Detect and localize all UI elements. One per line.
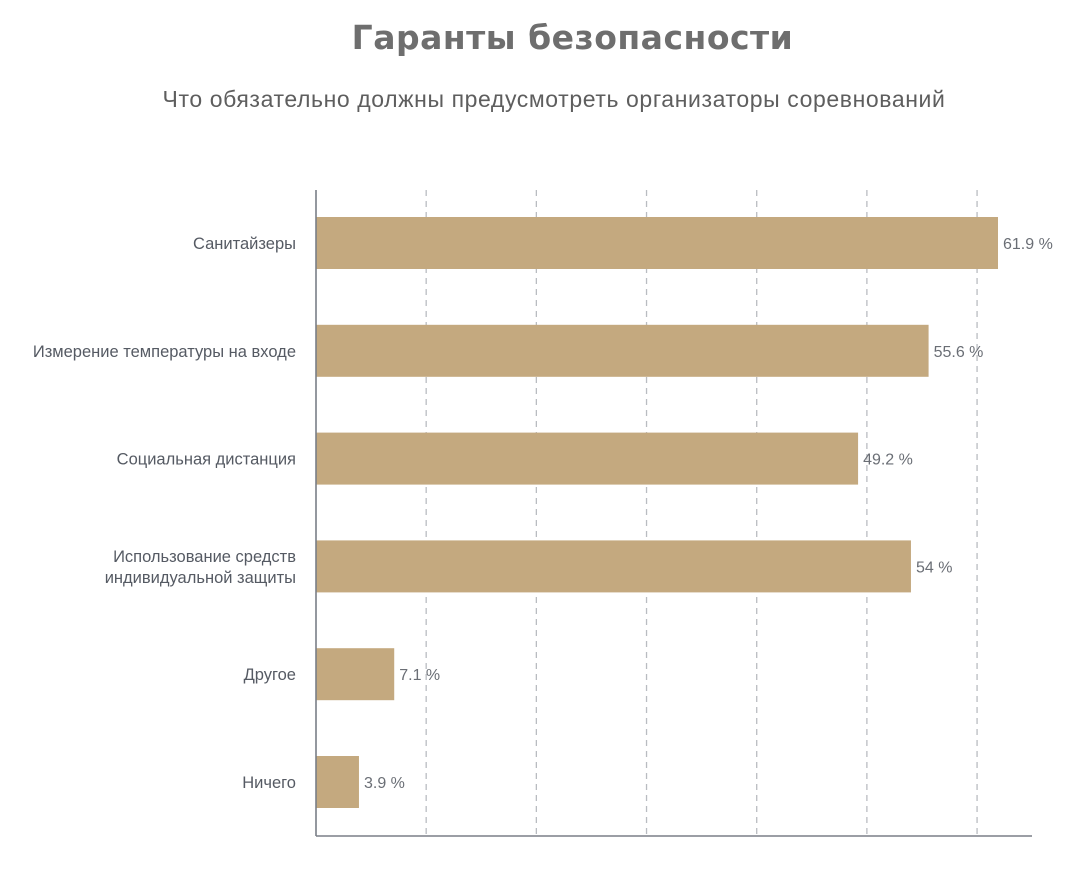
bar-1 [316,324,929,377]
value-label-2: 49.2 % [863,452,913,469]
value-label-4: 7.1 % [399,667,440,684]
chart-title: Гаранты безопасности [351,18,794,57]
value-label-3: 54 % [916,559,952,576]
bar-2 [316,432,859,485]
category-label-5: Ничего [242,774,296,792]
bar-4 [316,648,395,701]
chart-subtitle: Что обязательно должны предусмотреть орг… [162,86,946,112]
category-label-3-1: индивидуальной защиты [105,569,296,587]
value-label-1: 55.6 % [934,344,984,361]
value-label-5: 3.9 % [364,775,405,792]
bar-3 [316,540,911,593]
category-label-3-0: Использование средств [113,548,296,566]
category-labels: Санитайзеры Измерение температуры на вход… [33,235,296,792]
category-label-0: Санитайзеры [193,235,296,253]
category-label-1: Измерение температуры на входе [33,343,296,361]
value-labels: 61.9 % 55.6 % 49.2 % 54 % 7.1 % 3.9 % [364,236,1053,792]
value-label-0: 61.9 % [1003,236,1053,253]
axes [315,190,1032,837]
category-label-2: Социальная дистанция [117,451,296,469]
bar-0 [316,217,998,269]
bars [316,217,998,808]
category-label-4: Другое [244,666,296,684]
bar-5 [316,756,359,808]
gridlines [425,190,978,836]
